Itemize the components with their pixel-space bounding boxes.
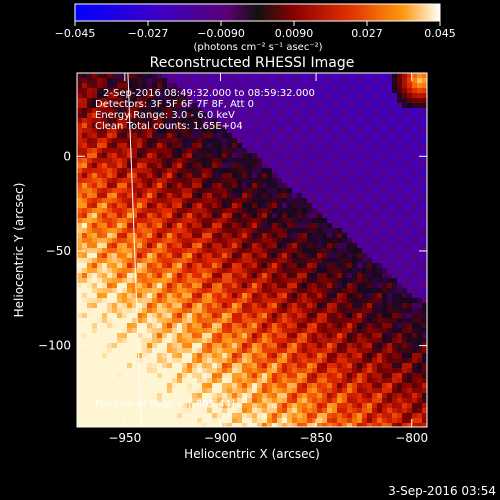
y-axis-label: Heliocentric Y (arcsec) xyxy=(12,183,26,318)
colorbar-tick-label: 0.0090 xyxy=(275,27,314,40)
colorbar-tick-label: 0.045 xyxy=(424,27,456,40)
footer-timestamp: 3-Sep-2016 03:54 xyxy=(388,484,496,498)
solar-limb-line xyxy=(127,73,142,427)
annotation-line: Detectors: 3F 5F 6F 7F 8F, Att 0 xyxy=(95,99,254,110)
annotations: 2-Sep-2016 08:49:32.000 to 08:59:32.000D… xyxy=(95,88,315,132)
colorbar-tick-label: −0.027 xyxy=(128,27,169,40)
annotation-line: Clean Total counts: 1.65E+04 xyxy=(95,121,243,132)
colorbar-tick-label: −0.0090 xyxy=(197,27,245,40)
annotation-line: 2-Sep-2016 08:49:32.000 to 08:59:32.000 xyxy=(103,88,315,99)
plot-frame xyxy=(76,72,428,428)
colorbar xyxy=(74,3,441,22)
y-tick-label: −100 xyxy=(38,339,71,353)
colorbar-tick-label: −0.045 xyxy=(55,27,96,40)
y-tick-label: 0 xyxy=(63,149,71,163)
x-tick-label: −900 xyxy=(204,431,237,445)
x-tick-label: −850 xyxy=(300,431,333,445)
x-tick-label: −950 xyxy=(108,431,141,445)
colorbar-unit-label: (photons cm⁻² s⁻¹ asec⁻²) xyxy=(193,42,322,53)
y-tick-label: −50 xyxy=(46,244,71,258)
axis-ticks: −950 −900 −850 −800 0 −50 −100 xyxy=(38,73,428,445)
x-tick-label: −800 xyxy=(395,431,428,445)
chart-title: Reconstructed RHESSI Image xyxy=(150,55,355,71)
annotation-line: Energy Range: 3.0 - 6.0 keV xyxy=(95,110,235,121)
colorbar-ticks: −0.045 −0.027 −0.0090 0.0090 0.027 0.045 xyxy=(55,21,456,40)
heatmap-image xyxy=(77,73,427,427)
colorbar-tick-label: 0.027 xyxy=(351,27,383,40)
peak-position-label: Position of Peak = [-805,44] xyxy=(95,399,235,410)
x-axis-label: Heliocentric X (arcsec) xyxy=(184,447,320,461)
